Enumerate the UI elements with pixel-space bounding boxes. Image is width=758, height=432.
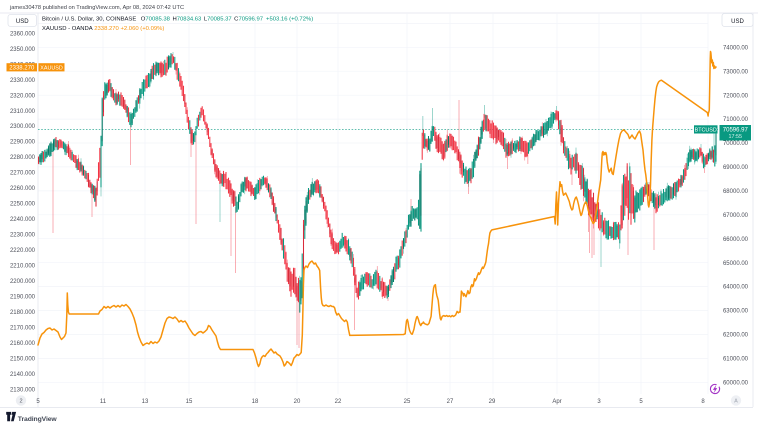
svg-text:13: 13	[142, 399, 149, 405]
svg-text:2230.000: 2230.000	[10, 233, 36, 239]
svg-text:11: 11	[100, 399, 107, 405]
svg-text:27: 27	[447, 399, 454, 405]
svg-text:TradingView: TradingView	[18, 416, 58, 423]
svg-text:XAUUSD: XAUUSD	[40, 65, 63, 71]
svg-text:2180.000: 2180.000	[10, 310, 36, 316]
svg-text:22: 22	[335, 399, 342, 405]
svg-text:Apr: Apr	[552, 399, 561, 405]
svg-text:61000.00: 61000.00	[723, 357, 749, 363]
svg-text:2160.000: 2160.000	[10, 341, 36, 347]
svg-text:2240.000: 2240.000	[10, 217, 36, 223]
svg-text:60000.00: 60000.00	[723, 380, 749, 386]
svg-text:2140.000: 2140.000	[10, 372, 36, 378]
svg-text:71000.00: 71000.00	[723, 117, 749, 123]
svg-text:2250.000: 2250.000	[10, 202, 36, 208]
svg-text:Bitcoin / U.S. Dollar, 30, COI: Bitcoin / U.S. Dollar, 30, COINBASE O7008…	[42, 17, 313, 23]
svg-text:2360.000: 2360.000	[10, 31, 36, 37]
svg-text:65000.00: 65000.00	[723, 261, 749, 267]
svg-text:72000.00: 72000.00	[723, 93, 749, 99]
svg-text:67000.00: 67000.00	[723, 213, 749, 219]
svg-text:BTCUSD: BTCUSD	[695, 128, 717, 134]
svg-text:USD: USD	[16, 19, 29, 25]
svg-text:66000.00: 66000.00	[723, 237, 749, 243]
svg-text:69000.00: 69000.00	[723, 165, 749, 171]
svg-text:2190.000: 2190.000	[10, 295, 36, 301]
svg-text:15: 15	[186, 399, 193, 405]
svg-text:64000.00: 64000.00	[723, 285, 749, 291]
svg-text:2338.270: 2338.270	[9, 66, 35, 72]
svg-text:5: 5	[639, 399, 643, 405]
svg-text:USD: USD	[731, 19, 744, 25]
svg-text:70000.00: 70000.00	[723, 141, 749, 147]
svg-text:A: A	[734, 399, 738, 405]
svg-text:70596.97: 70596.97	[723, 127, 749, 133]
svg-text:68000.00: 68000.00	[723, 189, 749, 195]
svg-text:5: 5	[36, 399, 40, 405]
svg-text:2270.000: 2270.000	[10, 171, 36, 177]
svg-text:2150.000: 2150.000	[10, 357, 36, 363]
svg-text:62000.00: 62000.00	[723, 333, 749, 339]
svg-text:8: 8	[701, 399, 705, 405]
svg-text:2260.000: 2260.000	[10, 186, 36, 192]
svg-text:2170.000: 2170.000	[10, 326, 36, 332]
svg-text:james30478 published on Tradin: james30478 published on TradingView.com,…	[9, 5, 184, 11]
svg-text:2280.000: 2280.000	[10, 155, 36, 161]
svg-text:74000.00: 74000.00	[723, 45, 749, 51]
svg-text:2310.000: 2310.000	[10, 109, 36, 115]
svg-text:29: 29	[489, 399, 496, 405]
svg-text:2220.000: 2220.000	[10, 248, 36, 254]
svg-text:2130.000: 2130.000	[10, 388, 36, 394]
svg-text:3: 3	[597, 399, 601, 405]
svg-text:2: 2	[19, 399, 22, 405]
svg-text:2300.000: 2300.000	[10, 124, 36, 130]
svg-text:25: 25	[404, 399, 411, 405]
svg-text:2210.000: 2210.000	[10, 264, 36, 270]
svg-text:2330.000: 2330.000	[10, 78, 36, 84]
svg-text:73000.00: 73000.00	[723, 69, 749, 75]
svg-text:17:55: 17:55	[729, 134, 743, 140]
svg-text:63000.00: 63000.00	[723, 309, 749, 315]
svg-text:18: 18	[252, 399, 259, 405]
svg-text:2320.000: 2320.000	[10, 93, 36, 99]
svg-text:20: 20	[294, 399, 301, 405]
svg-text:2350.000: 2350.000	[10, 47, 36, 53]
svg-text:2200.000: 2200.000	[10, 279, 36, 285]
svg-text:2290.000: 2290.000	[10, 140, 36, 146]
